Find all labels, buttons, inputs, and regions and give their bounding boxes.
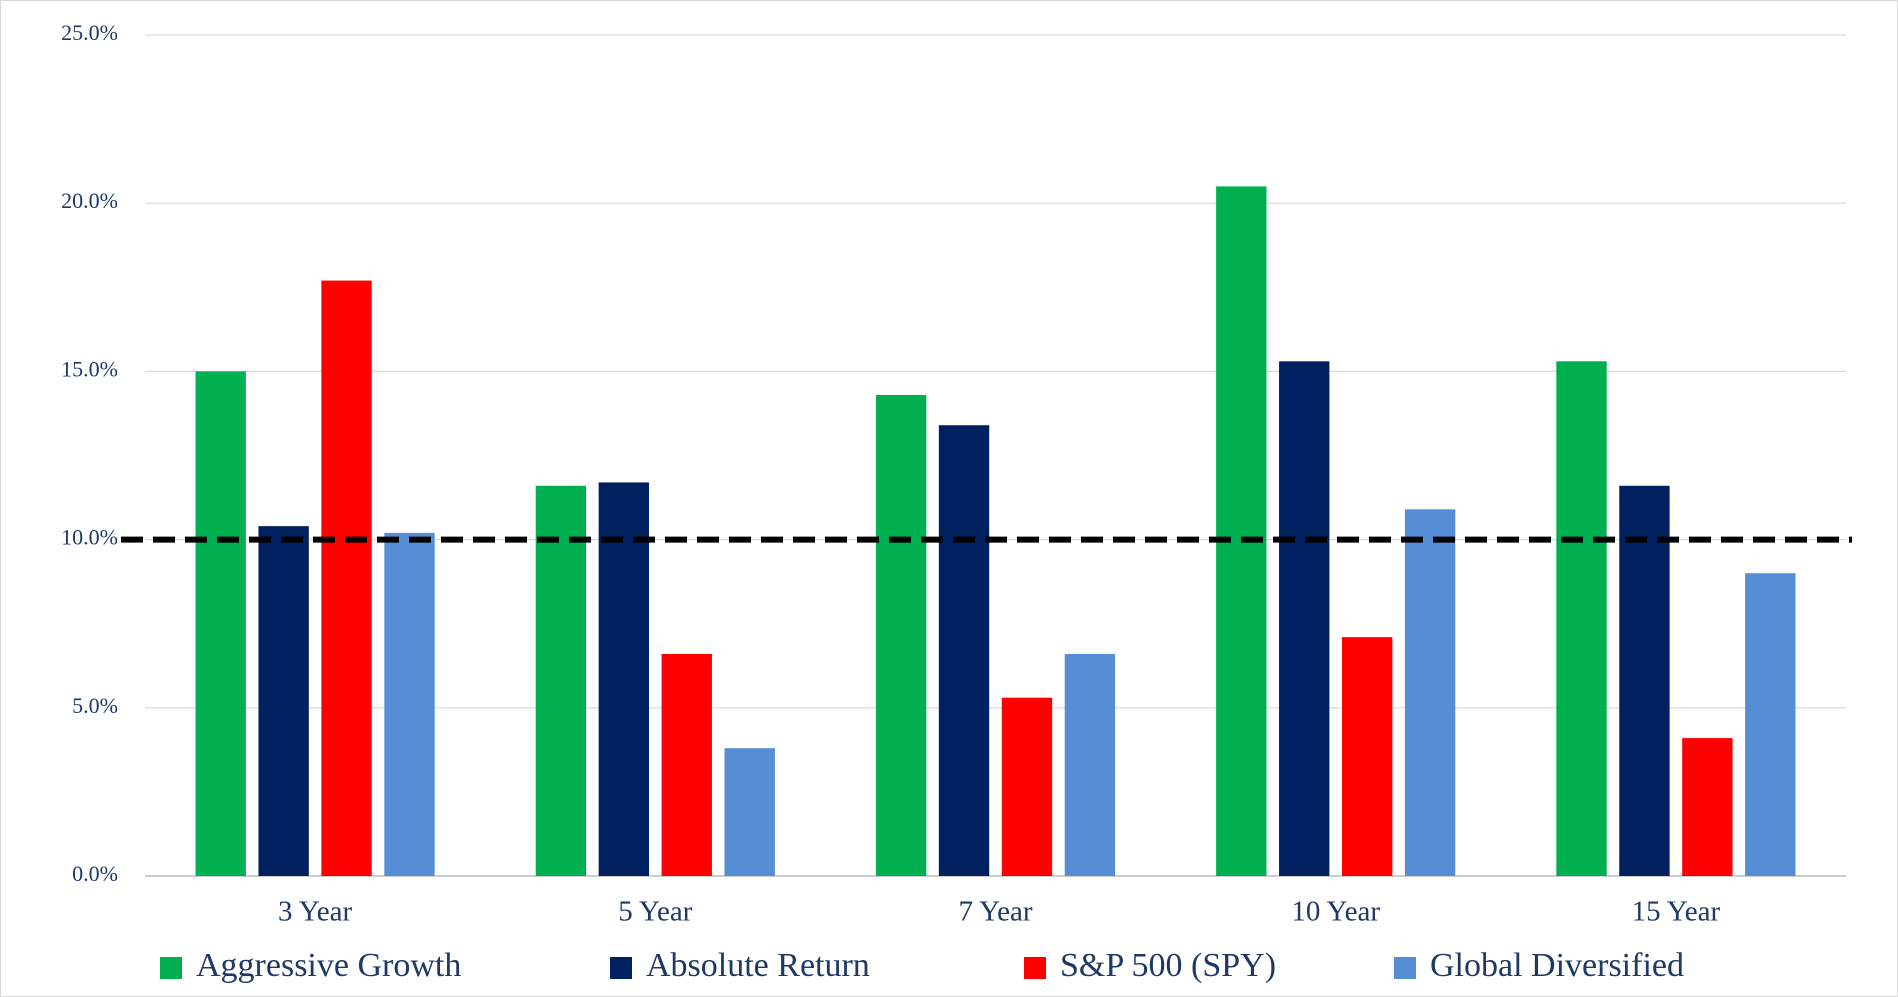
legend-label: Aggressive Growth <box>196 947 461 984</box>
bar <box>1216 186 1267 876</box>
legend-label: Absolute Return <box>646 947 870 984</box>
bar <box>1404 509 1456 876</box>
bar <box>1682 738 1733 876</box>
bar <box>724 748 775 876</box>
legend-label: Global Diversified <box>1430 947 1684 984</box>
bar <box>384 532 435 876</box>
y-tick-label: 10.0% <box>61 525 118 550</box>
bar <box>938 425 990 876</box>
bar <box>258 526 309 876</box>
y-tick-label: 5.0% <box>72 693 118 718</box>
y-tick-label: 15.0% <box>61 356 118 381</box>
bar <box>535 485 587 876</box>
legend-label: S&P 500 (SPY) <box>1060 947 1276 984</box>
bar <box>1341 637 1393 876</box>
bar <box>875 394 927 876</box>
bar <box>661 653 712 876</box>
legend-swatch <box>1024 957 1046 979</box>
x-tick-label: 7 Year <box>958 896 1032 928</box>
legend-swatch <box>160 957 182 979</box>
legend-swatch <box>610 957 632 979</box>
x-tick-label: 15 Year <box>1632 896 1721 928</box>
x-tick-label: 5 Year <box>618 896 692 928</box>
bar <box>1001 697 1053 876</box>
x-tick-label: 3 Year <box>278 896 352 928</box>
bar <box>1064 653 1116 876</box>
x-tick-label: 10 Year <box>1291 896 1380 928</box>
y-tick-label: 20.0% <box>61 188 118 213</box>
bar <box>598 482 650 876</box>
bar <box>195 371 246 876</box>
bar <box>321 280 372 876</box>
bar <box>1745 573 1796 876</box>
bar <box>1619 485 1670 876</box>
bar <box>1279 361 1330 877</box>
legend-swatch <box>1394 957 1416 979</box>
bar <box>1556 361 1607 877</box>
y-tick-label: 0.0% <box>72 861 118 886</box>
y-tick-label: 25.0% <box>61 20 118 45</box>
